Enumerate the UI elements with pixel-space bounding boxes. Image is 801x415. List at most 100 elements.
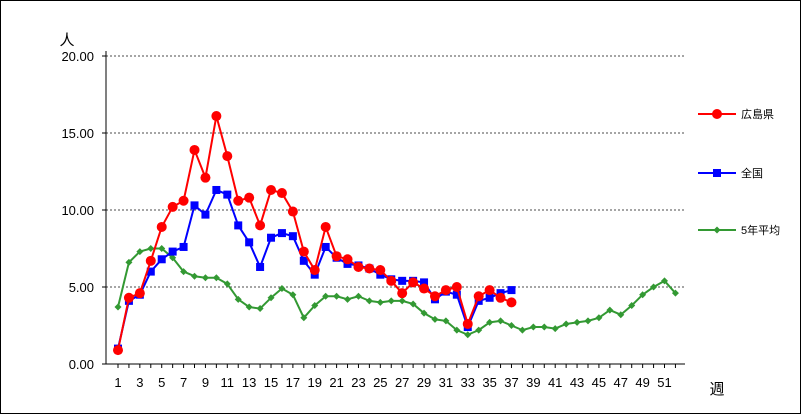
data-point (136, 248, 144, 256)
x-tick-label: 37 (504, 375, 518, 390)
x-tick-label: 3 (136, 375, 143, 390)
x-tick-label: 39 (526, 375, 540, 390)
x-tick-labels: 1 3 5 7 9 11 13 15 17 19 21 23 25 27 29 31 33 35 37 39 41 43 4… (114, 375, 671, 390)
data-point (245, 238, 254, 247)
data-point (322, 292, 330, 300)
data-point (485, 293, 494, 302)
data-point (420, 278, 429, 287)
data-point (114, 303, 122, 311)
data-point (495, 292, 506, 303)
data-point (364, 263, 375, 274)
data-point (617, 311, 625, 319)
x-tick-label: 19 (308, 375, 322, 390)
data-point (484, 285, 495, 296)
data-point (191, 272, 199, 280)
data-point (179, 242, 188, 251)
legend-marker (712, 109, 722, 119)
x-tick-label: 17 (286, 375, 300, 390)
data-point (300, 314, 308, 322)
data-point (146, 267, 155, 276)
x-tick-label: 23 (351, 375, 365, 390)
x-tick-label: 15 (264, 375, 278, 390)
data-point (234, 295, 242, 303)
x-tick-label: 7 (180, 375, 187, 390)
x-tick-label: 11 (221, 375, 235, 390)
data-point (331, 251, 342, 262)
data-point (386, 275, 397, 286)
data-point (125, 258, 133, 266)
x-tick-label: 13 (242, 375, 256, 390)
legend-label: 5年平均 (741, 223, 780, 237)
data-point (507, 322, 515, 329)
data-point (628, 301, 636, 309)
data-point (661, 277, 668, 285)
data-point (431, 315, 439, 323)
data-point (201, 210, 210, 219)
data-point (190, 201, 199, 210)
data-point (595, 314, 603, 322)
data-point (311, 301, 319, 309)
x-tick-label: 33 (461, 375, 475, 390)
data-point (540, 323, 548, 331)
data-point (244, 192, 255, 203)
data-point (189, 144, 200, 155)
data-point (287, 206, 298, 217)
data-point (344, 295, 352, 303)
data-point (169, 254, 177, 262)
data-point (507, 286, 516, 295)
data-point (211, 111, 222, 122)
data-point (277, 229, 286, 238)
data-point (134, 288, 145, 299)
y-tick-label: 0.00 (69, 357, 94, 372)
x-tick-label: 29 (417, 375, 431, 390)
data-point (156, 221, 167, 232)
data-point (462, 318, 473, 329)
data-point (518, 326, 526, 334)
x-tick-label: 25 (373, 375, 387, 390)
y-unit-label: 人 (59, 32, 74, 49)
data-point (278, 285, 286, 293)
data-point (289, 291, 297, 299)
data-point (650, 283, 658, 291)
data-point (398, 276, 407, 285)
data-point (453, 326, 461, 334)
data-point (158, 245, 166, 252)
series-line (117, 115, 512, 351)
data-point (408, 277, 419, 288)
x-tick-label: 35 (482, 375, 496, 390)
series-line (117, 247, 677, 336)
x-tick-label: 21 (329, 375, 343, 390)
data-point (233, 195, 244, 206)
legend-marker (713, 169, 721, 177)
data-point (506, 297, 517, 308)
data-point (113, 345, 123, 356)
y-tick-label: 15.00 (61, 126, 94, 141)
data-point (606, 306, 614, 314)
data-point (212, 185, 221, 194)
data-point (464, 331, 472, 339)
data-point (180, 268, 188, 276)
x-tick-label: 47 (614, 375, 628, 390)
legend-item: 広島県 (698, 107, 774, 121)
data-point (562, 320, 570, 328)
data-point (573, 318, 581, 326)
y-tick-label: 5.00 (69, 280, 94, 295)
data-point (397, 288, 408, 299)
series-0 (113, 111, 517, 356)
y-tick-label: 20.00 (61, 49, 94, 64)
data-point (440, 285, 451, 296)
data-point (147, 245, 155, 252)
x-tick-label: 43 (570, 375, 584, 390)
data-point (212, 274, 220, 282)
x-tick-label: 5 (158, 375, 165, 390)
data-point (298, 246, 309, 257)
data-point (473, 291, 484, 302)
data-point (234, 221, 243, 230)
data-point (200, 172, 211, 183)
data-point (353, 261, 364, 272)
data-point (442, 317, 450, 325)
data-point (409, 300, 417, 308)
data-point (267, 233, 276, 242)
